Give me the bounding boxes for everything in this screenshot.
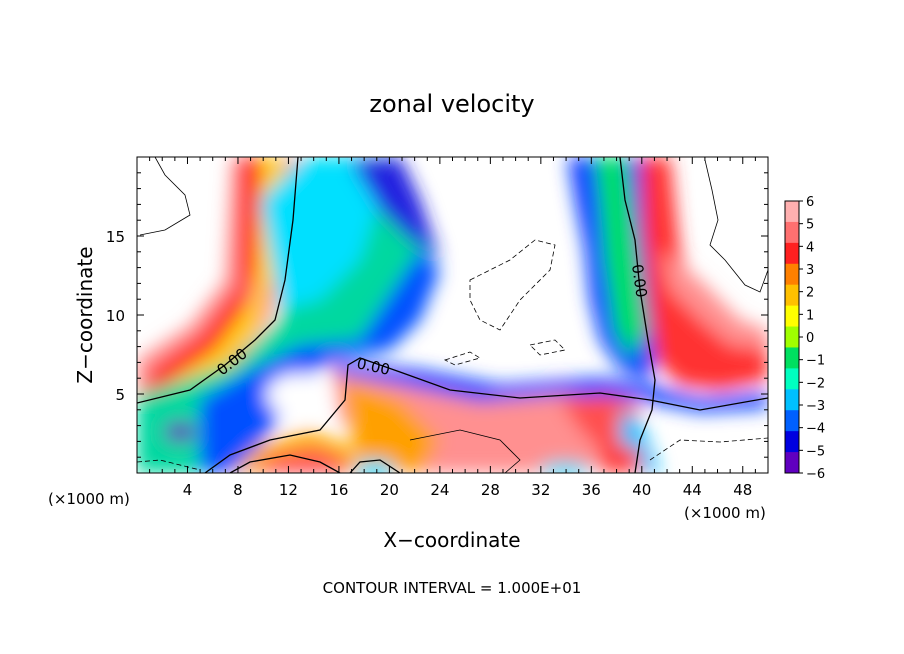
contour-lines bbox=[137, 157, 768, 473]
contour-dash-2 bbox=[529, 339, 566, 356]
field-right-lower-red bbox=[600, 440, 640, 473]
contour-zero-left bbox=[137, 157, 299, 404]
contour-zero-right bbox=[619, 157, 656, 473]
colorbar-swatch bbox=[785, 284, 799, 307]
contour-zero-lower-left bbox=[229, 454, 341, 473]
x-tick-label: 8 bbox=[233, 481, 243, 499]
colorbar-swatch bbox=[785, 368, 799, 390]
colorbar-swatch bbox=[785, 201, 799, 223]
colorbar bbox=[784, 200, 803, 474]
colorbar-label: 2 bbox=[806, 286, 814, 301]
contour-interval-note: CONTOUR INTERVAL = 1.000E+01 bbox=[323, 579, 582, 597]
x-tick-label: 28 bbox=[481, 481, 500, 499]
colorbar-label: 3 bbox=[806, 263, 814, 278]
x-unit-label: (×1000 m) bbox=[684, 504, 766, 522]
x-tick-label: 48 bbox=[733, 481, 752, 499]
chart-title: zonal velocity bbox=[369, 90, 534, 118]
y-axis-tick-labels: 5 10 15 bbox=[106, 228, 125, 404]
field-jet-left-yellow bbox=[165, 157, 285, 405]
contour-lines-thin bbox=[139, 157, 768, 473]
x-tick-label: 4 bbox=[183, 481, 193, 499]
field-band-blue-stripe bbox=[330, 362, 768, 412]
colorbar-label: 0 bbox=[806, 331, 814, 346]
colorbar-swatch bbox=[785, 347, 799, 369]
contour-thin-bottom bbox=[409, 429, 521, 473]
x-tick-label: 12 bbox=[279, 481, 298, 499]
x-axis-label: X−coordinate bbox=[383, 528, 520, 552]
y-tick-label: 15 bbox=[106, 228, 125, 246]
colorbar-label: −6 bbox=[806, 467, 825, 482]
field-hole bbox=[266, 373, 330, 417]
y-axis-ticks bbox=[137, 172, 768, 458]
colorbar-swatch bbox=[785, 410, 799, 432]
colorbar-swatch bbox=[785, 242, 799, 265]
y-tick-label: 10 bbox=[106, 307, 125, 325]
colorbar-swatch bbox=[785, 452, 799, 474]
colorbar-swatch bbox=[785, 326, 799, 348]
colorbar-swatch bbox=[785, 221, 799, 244]
colorbar-label: −4 bbox=[806, 422, 825, 437]
x-tick-label: 24 bbox=[430, 481, 449, 499]
colorbar-label: 5 bbox=[806, 218, 814, 233]
y-tick-label: 5 bbox=[115, 386, 125, 404]
x-tick-label: 40 bbox=[632, 481, 651, 499]
x-axis-ticks bbox=[149, 157, 756, 473]
colorbar-label: 4 bbox=[806, 240, 814, 255]
contour-dash-4 bbox=[649, 437, 768, 461]
contour-thin-topleft bbox=[139, 157, 191, 236]
contour-thin-topright bbox=[704, 159, 768, 293]
colorbar-label: −3 bbox=[806, 399, 825, 414]
colorbar-swatch bbox=[785, 263, 799, 286]
colorbar-swatch bbox=[785, 431, 799, 453]
field-blob-1 bbox=[165, 422, 195, 442]
x-tick-label: 36 bbox=[582, 481, 601, 499]
field-band-lower-core bbox=[345, 380, 440, 473]
colorbar-label: 1 bbox=[806, 308, 814, 323]
x-axis-tick-labels: 4 8 12 16 20 24 28 32 36 40 44 48 bbox=[183, 481, 753, 499]
colorbar-label: −5 bbox=[806, 444, 825, 459]
contour-zero-lower-mid bbox=[349, 459, 401, 473]
colorbar-label: −1 bbox=[806, 354, 825, 369]
colorbar-labels: 6 5 4 3 2 1 0 −1 −2 −3 −4 −5 −6 bbox=[806, 195, 825, 482]
contour-dash-1 bbox=[469, 239, 556, 331]
contour-dash-3 bbox=[443, 351, 482, 366]
field-jet-left bbox=[150, 157, 262, 395]
field-negative-blue bbox=[200, 250, 440, 473]
x-tick-label: 16 bbox=[329, 481, 348, 499]
x-tick-label: 20 bbox=[380, 481, 399, 499]
colorbar-swatch bbox=[785, 305, 799, 328]
colorbar-label: −2 bbox=[806, 376, 825, 391]
colorbar-label: 6 bbox=[806, 195, 814, 210]
velocity-field bbox=[137, 157, 768, 473]
colorbar-swatch bbox=[785, 389, 799, 411]
field-arc-lower-left-red bbox=[250, 448, 350, 473]
x-tick-label: 44 bbox=[683, 481, 702, 499]
contour-dash-5 bbox=[137, 459, 201, 471]
y-axis-label: Z−coordinate bbox=[73, 246, 97, 383]
field-blob-3 bbox=[540, 462, 590, 473]
field-right-column-cyan bbox=[595, 157, 645, 360]
field-negative-cyan bbox=[260, 157, 380, 310]
contour-zero-middle bbox=[204, 357, 768, 473]
y-unit-label: (×1000 m) bbox=[48, 490, 130, 508]
contour-label-right: 0.00 bbox=[628, 263, 650, 299]
field-right-jet bbox=[640, 157, 768, 390]
field-negative-deep bbox=[350, 157, 440, 260]
contour-lines-dashed bbox=[137, 239, 768, 471]
x-tick-label: 32 bbox=[531, 481, 550, 499]
field-right-jet-outer bbox=[660, 250, 768, 350]
